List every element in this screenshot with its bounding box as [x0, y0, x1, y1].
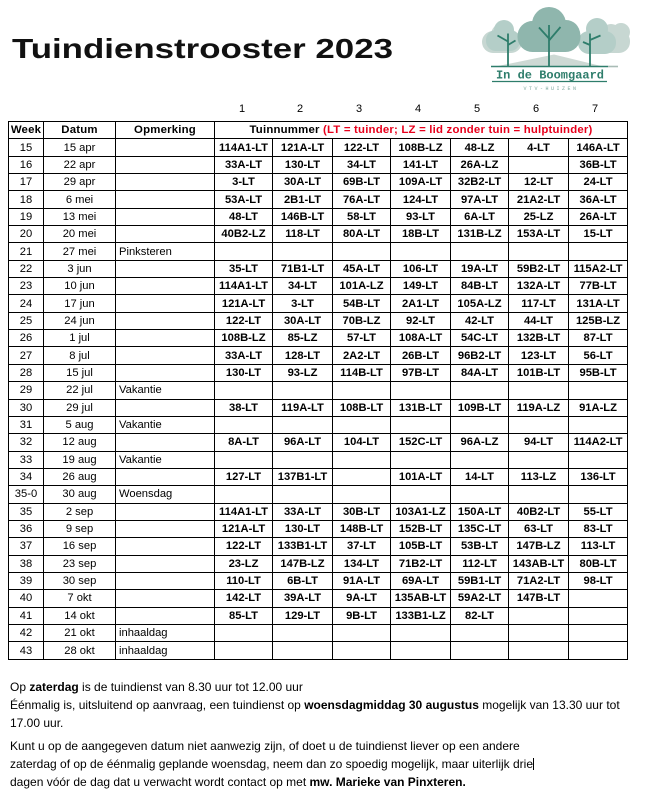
svg-text:In de Boomgaard: In de Boomgaard: [496, 69, 604, 83]
svg-text:VTV-HUIZEN: VTV-HUIZEN: [523, 86, 578, 92]
